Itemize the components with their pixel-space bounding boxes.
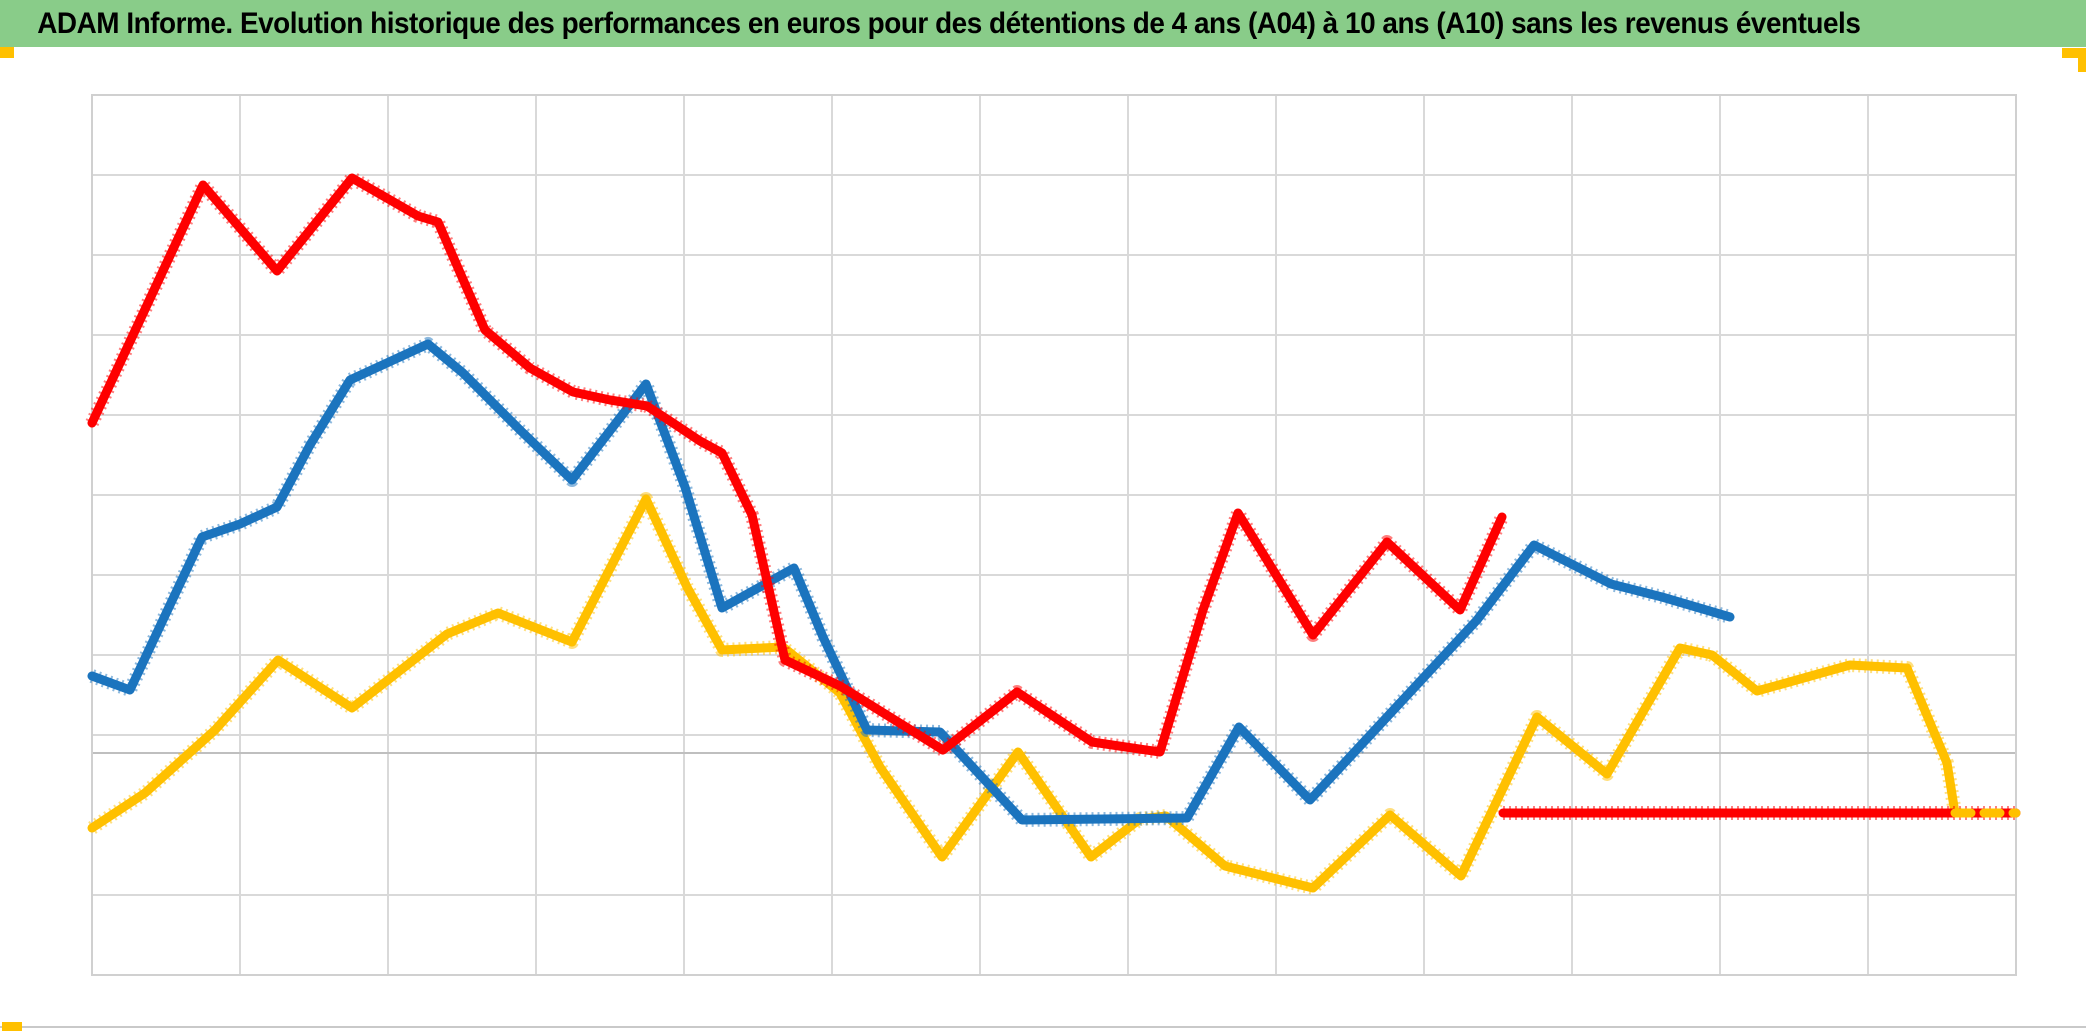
performance-chart[interactable] [0, 47, 2086, 1031]
series-blue [87, 339, 1735, 825]
chart-title-bar: ADAM Informe. Evolution historique des p… [0, 0, 2086, 47]
chart-title: ADAM Informe. Evolution historique des p… [37, 6, 1861, 40]
selection-handle-top-left-icon [0, 47, 14, 58]
series-red [87, 173, 1507, 757]
series-yellow [87, 494, 1960, 893]
chart-canvas [85, 94, 2021, 976]
corner-bracket-horizontal-icon [2062, 48, 2086, 58]
plot-border [91, 94, 2017, 976]
corner-bracket-vertical-icon [2078, 48, 2086, 72]
selection-handle-bottom-left-icon [2, 1022, 22, 1031]
sheet-bottom-divider [0, 1026, 2086, 1028]
